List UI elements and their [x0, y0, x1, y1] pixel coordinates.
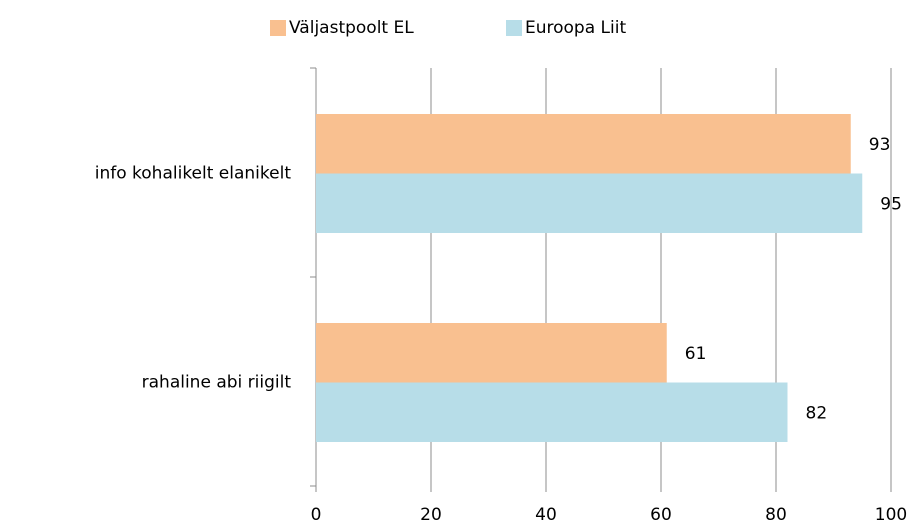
bar [316, 173, 863, 233]
legend-label: Euroopa Liit [525, 18, 626, 38]
y-tick-label: rahaline abi riigilt [142, 373, 292, 393]
value-label: 95 [880, 194, 902, 214]
x-tick-label: 20 [420, 505, 442, 525]
legend-swatch [506, 20, 522, 36]
bar [316, 323, 667, 383]
x-tick-label: 80 [765, 505, 787, 525]
x-tick-label: 0 [311, 505, 322, 525]
value-label: 61 [685, 344, 707, 364]
y-tick-label: info kohalikelt elanikelt [95, 164, 292, 184]
bar [316, 382, 788, 442]
x-tick-label: 100 [875, 505, 907, 525]
legend-label: Väljastpoolt EL [289, 18, 414, 38]
legend-swatch [270, 20, 286, 36]
bar [316, 114, 851, 174]
value-label: 82 [806, 403, 828, 423]
x-tick-label: 60 [650, 505, 672, 525]
x-tick-label: 40 [535, 505, 557, 525]
value-label: 93 [869, 135, 891, 155]
